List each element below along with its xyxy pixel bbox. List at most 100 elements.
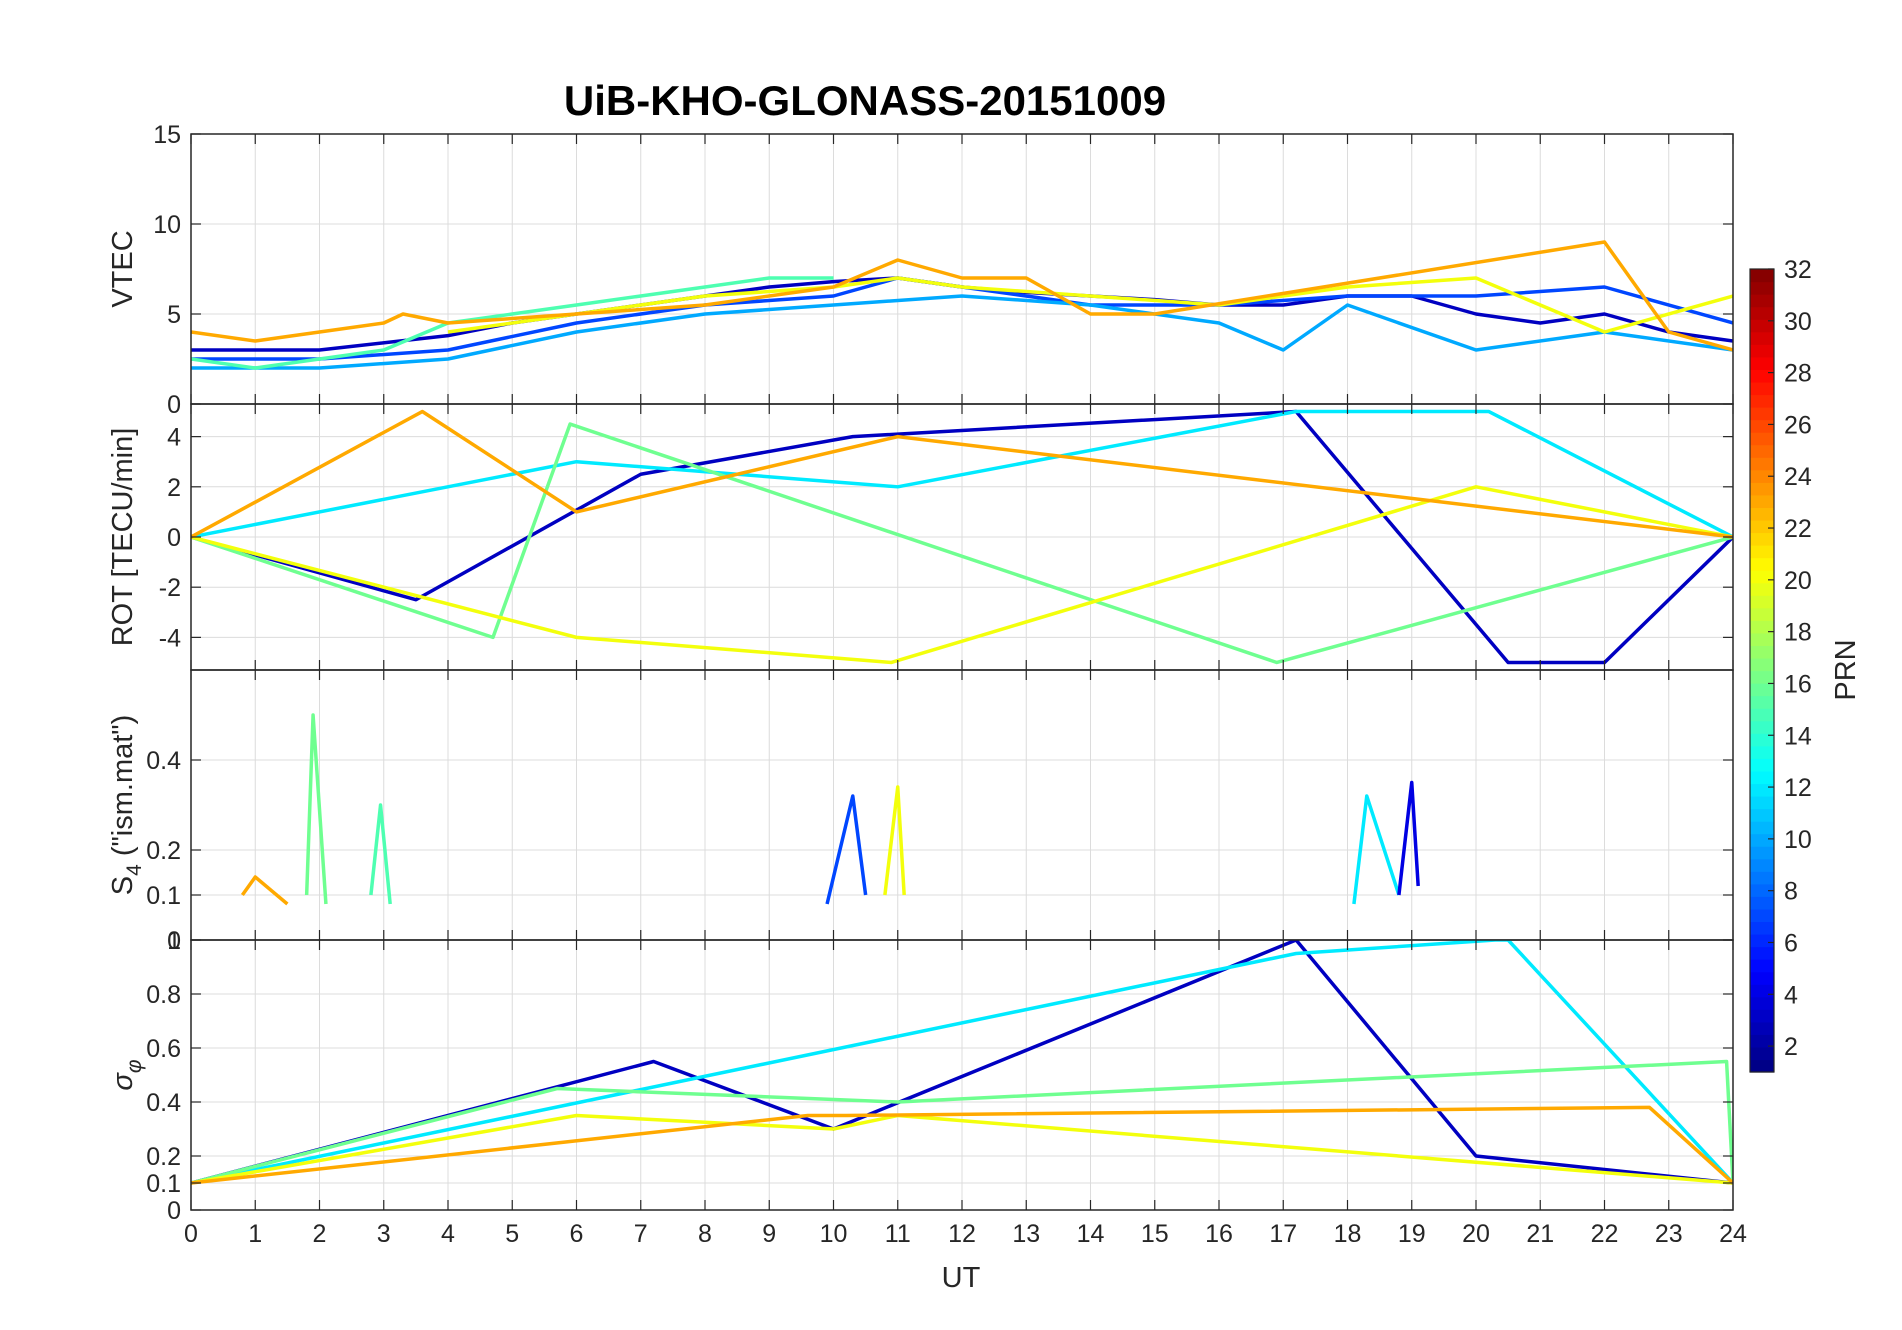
y-tick-label: 1 [167, 927, 181, 955]
colorbar-segment [1750, 683, 1774, 697]
colorbar-segment [1750, 971, 1774, 985]
y-tick-label: 0 [167, 391, 181, 419]
y-tick-label: -2 [159, 574, 181, 602]
colorbar-segment [1750, 519, 1774, 534]
colorbar-segment [1750, 457, 1774, 471]
series-line-prn-15 [369, 803, 392, 905]
colorbar-segment [1750, 946, 1774, 960]
colorbar-segment [1750, 783, 1774, 797]
colorbar-segment [1750, 532, 1774, 546]
colorbar-segment [1750, 607, 1774, 621]
series-line-prn-20 [447, 276, 1733, 334]
y-axis-label-subscript: φ [123, 1059, 146, 1073]
x-tick-label: 12 [948, 1220, 976, 1248]
x-tick-label: 5 [505, 1220, 519, 1248]
series-line-prn-23 [191, 240, 1733, 352]
x-tick-label: 7 [634, 1220, 648, 1248]
y-tick-label: 10 [153, 211, 181, 239]
colorbar-segment [1750, 758, 1774, 772]
x-tick-label: 14 [1077, 1220, 1105, 1248]
colorbar-tick-label: 32 [1784, 256, 1812, 284]
colorbar-segment [1750, 1021, 1774, 1035]
y-tick-label: 0.1 [146, 1170, 181, 1198]
x-tick-label: 10 [820, 1220, 848, 1248]
y-tick-label: 0.2 [146, 837, 181, 865]
x-tick-label: 13 [1012, 1220, 1040, 1248]
colorbar-segment [1750, 959, 1774, 973]
series-line-prn-7 [825, 794, 868, 905]
series-line-prn-16 [191, 422, 1733, 665]
x-tick-label: 22 [1591, 1220, 1619, 1248]
colorbar-segment [1750, 394, 1774, 408]
colorbar-tick-label: 8 [1784, 878, 1798, 906]
series-group [240, 713, 1420, 906]
series-line-prn-4 [1397, 780, 1420, 896]
colorbar-segment [1750, 582, 1774, 596]
colorbar-tick-label: 12 [1784, 774, 1812, 802]
colorbar-segment [1750, 620, 1774, 634]
y-tick-label: 15 [153, 121, 181, 149]
colorbar-segment [1750, 294, 1774, 308]
colorbar-tick-label: 20 [1784, 567, 1812, 595]
colorbar-segment [1750, 306, 1774, 320]
colorbar-segment [1750, 896, 1774, 910]
x-tick-label: 24 [1719, 1220, 1747, 1248]
colorbar-segment [1750, 1009, 1774, 1023]
colorbar-segment [1750, 708, 1774, 722]
colorbar-tick-label: 22 [1784, 515, 1812, 543]
colorbar-segment [1750, 833, 1774, 847]
colorbar-tick-label: 18 [1784, 619, 1812, 647]
colorbar-segment [1750, 557, 1774, 571]
series-line-prn-15 [191, 276, 834, 370]
x-tick-label: 9 [762, 1220, 776, 1248]
series-line-prn-12 [191, 940, 1733, 1185]
x-tick-label: 1 [248, 1220, 262, 1248]
series-line-prn-12 [1352, 794, 1401, 905]
y-axis-label: VTEC [107, 230, 139, 307]
series-group [191, 409, 1733, 665]
series-line-prn-10 [191, 294, 1733, 370]
colorbar-segment [1750, 858, 1774, 872]
series-line-prn-23 [191, 409, 1733, 539]
series-line-prn-16 [304, 713, 328, 905]
panel-3: 00.10.20.4S4 ("ism.mat") [107, 669, 1734, 955]
y-tick-label: 0.4 [146, 1089, 181, 1117]
x-tick-label: 19 [1398, 1220, 1426, 1248]
y-axis-label-main: ROT [TECU/min] [107, 428, 139, 647]
colorbar-tick-label: 16 [1784, 670, 1812, 698]
series-group [191, 240, 1733, 370]
colorbar-frame [1749, 268, 1775, 1073]
colorbar-segment [1750, 281, 1774, 295]
series-line-prn-3 [191, 409, 1733, 665]
colorbar-segment [1750, 331, 1774, 345]
colorbar-segment [1750, 883, 1774, 897]
y-tick-label: 0 [167, 927, 181, 955]
series-line-prn-23 [240, 875, 289, 906]
colorbar-segment [1750, 407, 1774, 421]
x-tick-label: 11 [885, 1220, 911, 1248]
colorbar-segment [1750, 632, 1774, 647]
colorbar-segment [1750, 570, 1774, 584]
y-tick-label: 0 [167, 1197, 181, 1225]
colorbar-segment [1750, 657, 1774, 672]
colorbar-segment [1750, 381, 1774, 396]
panel-4: 0 1 2 3 4 5 6 7 8 9 10 11 12 13 14 15 16 17 18 19 20 21 22 23 24… [107, 927, 1747, 1248]
panel-2: -4 -2 0 2 4 ROT [TECU/min] [107, 403, 1734, 671]
colorbar-tick-label: 10 [1784, 826, 1812, 854]
series-line-prn-20 [191, 1113, 1733, 1185]
x-tick-label: 15 [1141, 1220, 1169, 1248]
colorbar-segment [1750, 344, 1774, 358]
colorbar-segment [1750, 984, 1774, 998]
colorbar-segment [1750, 469, 1774, 483]
colorbar-tick-label: 2 [1784, 1033, 1798, 1061]
x-tick-label: 4 [441, 1220, 455, 1248]
x-tick-label: 18 [1334, 1220, 1362, 1248]
x-tick-label: 23 [1655, 1220, 1683, 1248]
y-axis-label-main: S [107, 876, 139, 895]
colorbar-segment [1750, 720, 1774, 734]
chart-title: UiB-KHO-GLONASS-20151009 [564, 77, 1166, 124]
y-tick-label: 2 [167, 474, 181, 502]
x-tick-label: 21 [1526, 1220, 1554, 1248]
colorbar-segment [1750, 356, 1774, 370]
